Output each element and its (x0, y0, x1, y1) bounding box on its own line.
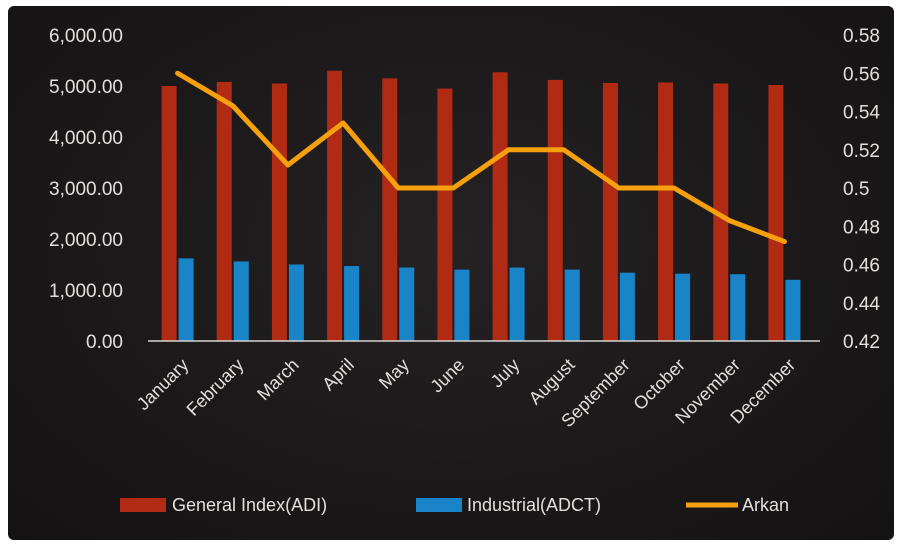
right-tick-label: 0.5 (843, 179, 869, 200)
bar-industrial-adct-december (785, 279, 801, 341)
right-tick-label: 0.56 (843, 64, 880, 85)
legend-swatch-industrial (416, 498, 462, 512)
bar-industrial-adct-january (178, 258, 194, 341)
bar-general-index-adi-may (382, 78, 398, 341)
right-axis-ticks: 0.42 0.44 0.46 0.48 0.5 0.52 0.54 0.56 0.58 (843, 26, 880, 353)
bar-industrial-adct-march (288, 264, 304, 341)
right-tick-label: 0.58 (843, 26, 880, 47)
bar-industrial-adct-april (344, 266, 360, 341)
bar-industrial-adct-october (675, 273, 691, 341)
left-tick-label: 3,000.00 (49, 179, 123, 200)
legend-label-arkan: Arkan (742, 495, 789, 515)
right-tick-label: 0.46 (843, 256, 880, 277)
bar-industrial-adct-august (564, 269, 580, 341)
bar-general-index-adi-november (713, 83, 729, 341)
bar-industrial-adct-may (399, 267, 415, 341)
bar-general-index-adi-february (216, 81, 232, 342)
bar-industrial-adct-november (730, 274, 746, 341)
right-tick-label: 0.52 (843, 141, 880, 162)
bar-general-index-adi-october (658, 82, 674, 342)
x-tick-label: August (525, 355, 579, 409)
legend: General Index(ADI) Industrial(ADCT) Arka… (120, 495, 789, 515)
left-tick-label: 4,000.00 (49, 128, 123, 149)
left-tick-label: 2,000.00 (49, 230, 123, 251)
line-arkan (175, 70, 787, 245)
bar-general-index-adi-july (492, 72, 508, 341)
bar-general-index-adi-june (437, 88, 453, 341)
left-tick-label: 0.00 (86, 332, 123, 353)
x-tick-label: July (487, 355, 524, 392)
bar-industrial-adct-february (233, 261, 249, 341)
bar-general-index-adi-august (547, 79, 563, 341)
bar-general-index-adi-december (768, 84, 784, 341)
left-tick-label: 5,000.00 (49, 77, 123, 98)
legend-swatch-general-index (120, 498, 166, 512)
right-tick-label: 0.42 (843, 332, 880, 353)
right-tick-label: 0.44 (843, 294, 880, 315)
x-tick-label: March (253, 355, 303, 405)
left-axis-ticks: 0.00 1,000.00 2,000.00 3,000.00 4,000.00 5,00… (49, 26, 123, 353)
left-tick-label: 1,000.00 (49, 281, 123, 302)
bar-general-index-adi-january (161, 86, 177, 341)
x-tick-label: February (183, 355, 248, 420)
bar-industrial-adct-september (619, 272, 635, 341)
legend-label-industrial: Industrial(ADCT) (467, 495, 601, 515)
x-tick-label: April (318, 355, 358, 395)
left-tick-label: 6,000.00 (49, 26, 123, 47)
bar-industrial-adct-july (509, 267, 525, 341)
line-layer (175, 70, 787, 245)
bar-general-index-adi-september (602, 82, 618, 341)
bars-layer (161, 70, 801, 342)
right-tick-label: 0.48 (843, 217, 880, 238)
legend-label-general-index: General Index(ADI) (172, 495, 327, 515)
x-tick-label: May (375, 355, 413, 393)
right-tick-label: 0.54 (843, 103, 880, 124)
bar-general-index-adi-march (271, 83, 287, 341)
bar-general-index-adi-april (327, 70, 343, 341)
x-tick-label: June (426, 355, 468, 397)
bar-industrial-adct-june (454, 269, 470, 341)
